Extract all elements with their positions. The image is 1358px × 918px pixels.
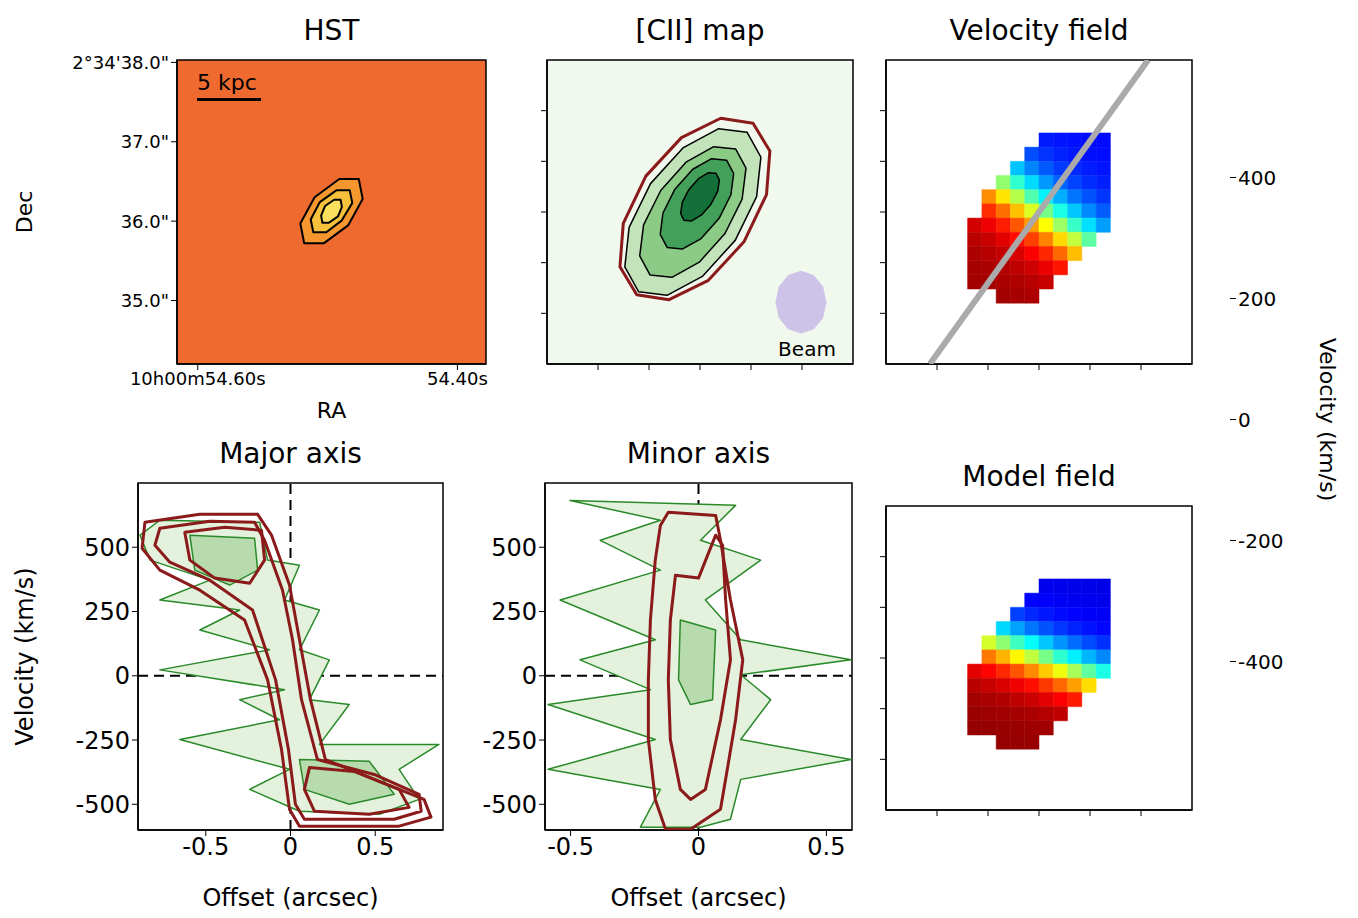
svg-text:0: 0 — [1238, 408, 1251, 432]
svg-text:400: 400 — [1238, 166, 1276, 190]
svg-text:0: 0 — [522, 662, 537, 690]
svg-text:-250: -250 — [483, 727, 537, 755]
svg-text:-500: -500 — [76, 791, 130, 819]
svg-text:-0.5: -0.5 — [547, 833, 594, 861]
html-text:Beam: Beam — [778, 337, 836, 361]
html-text:Major axis: Major axis — [219, 437, 362, 470]
svg-text:-0.5: -0.5 — [182, 833, 229, 861]
svg-text:0.5: 0.5 — [807, 833, 845, 861]
svg-text:Offset (arcsec): Offset (arcsec) — [202, 884, 378, 912]
svg-text:Velocity (km/s): Velocity (km/s) — [11, 567, 39, 745]
svg-text:-500: -500 — [483, 791, 537, 819]
svg-text:200: 200 — [1238, 287, 1276, 311]
svg-text:0: 0 — [691, 833, 706, 861]
svg-text:RA: RA — [317, 398, 346, 423]
svg-text:Dec: Dec — [12, 191, 37, 234]
svg-text:250: 250 — [491, 598, 537, 626]
svg-text:36.0": 36.0" — [121, 211, 169, 232]
svg-text:-200: -200 — [1238, 529, 1283, 553]
html-text:Minor axis: Minor axis — [626, 437, 771, 470]
svg-text:2°34'38.0": 2°34'38.0" — [72, 52, 169, 73]
svg-text:0.5: 0.5 — [356, 833, 394, 861]
svg-text:35.0": 35.0" — [121, 290, 169, 311]
svg-text:-250: -250 — [76, 727, 130, 755]
svg-text:0: 0 — [115, 662, 130, 690]
html-text:[CII] map: [CII] map — [635, 14, 765, 47]
html-text:Velocity field: Velocity field — [949, 14, 1129, 47]
svg-text:Offset (arcsec): Offset (arcsec) — [610, 884, 786, 912]
svg-text:250: 250 — [84, 598, 130, 626]
svg-text:54.40s: 54.40s — [427, 368, 488, 389]
svg-text:500: 500 — [84, 534, 130, 562]
html-text:Model field: Model field — [962, 460, 1116, 493]
svg-text:10h00m54.60s: 10h00m54.60s — [130, 368, 266, 389]
svg-text:-400: -400 — [1238, 650, 1283, 674]
html-text:HST: HST — [303, 14, 360, 47]
svg-text:37.0": 37.0" — [121, 131, 169, 152]
svg-text:500: 500 — [491, 534, 537, 562]
svg-text:Velocity (km/s): Velocity (km/s) — [1315, 338, 1340, 502]
html-text:5 kpc: 5 kpc — [197, 70, 257, 95]
svg-text:0: 0 — [283, 833, 298, 861]
